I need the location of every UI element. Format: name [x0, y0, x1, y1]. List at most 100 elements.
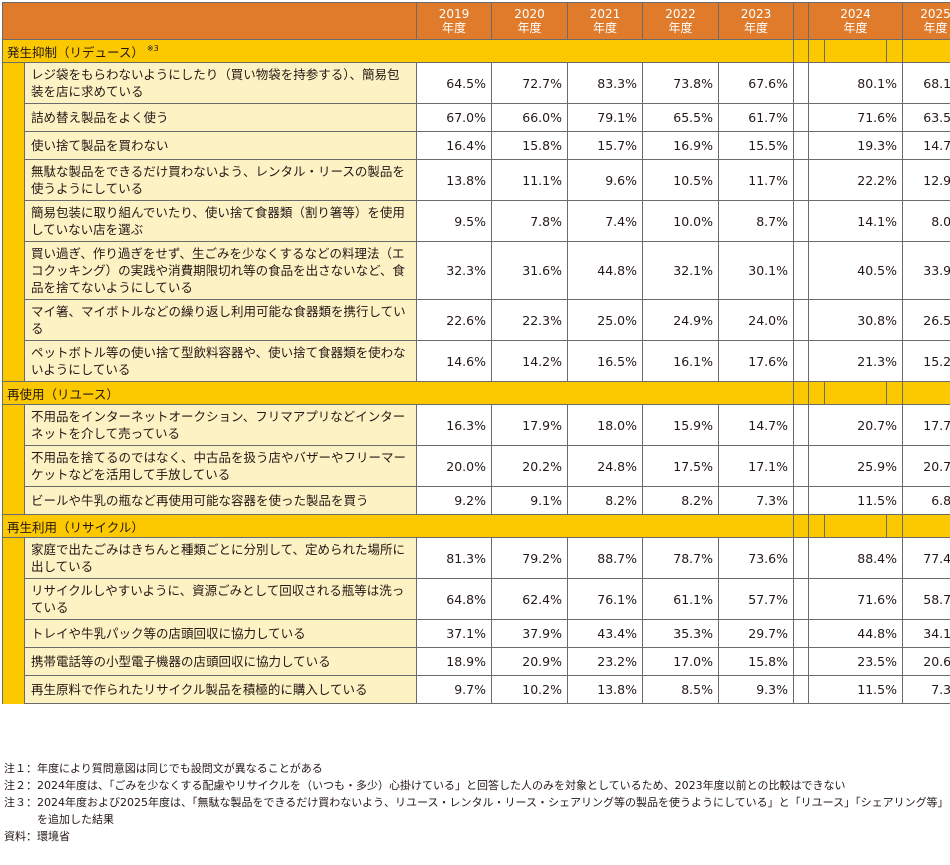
section-fill [808, 381, 825, 405]
section-fill [902, 514, 950, 538]
value-cell: 9.2% [416, 486, 492, 515]
value-cell: 29.7% [718, 619, 794, 648]
value-cell: 9.7% [416, 675, 492, 704]
row-indent [2, 675, 25, 704]
value-cell: 7.4% [567, 200, 643, 242]
table-row: 再生原料で作られたリサイクル製品を積極的に購入している 9.7% 10.2% 13.8… [2, 675, 950, 704]
value-cell: 22.6% [416, 299, 492, 341]
value-cell: 30.1% [718, 241, 794, 300]
section-fill [808, 39, 825, 63]
table-row: マイ箸、マイボトルなどの繰り返し利用可能な食器類を携行している 22.6% 22.3… [2, 299, 950, 341]
value-cell: 13.8% [416, 159, 492, 201]
value-cell: 16.9% [642, 131, 719, 160]
value-cell: 9.6% [567, 159, 643, 201]
value-cell: 20.9% [491, 647, 568, 676]
value-cell: 66.0% [491, 103, 568, 132]
value-cell: 81.3% [416, 537, 492, 579]
gap-cell [793, 103, 809, 132]
value-cell: 78.7% [642, 537, 719, 579]
value-cell: 15.5% [718, 131, 794, 160]
source-note: 資料： 環境省 [4, 828, 944, 845]
value-cell: 34.1% [902, 619, 950, 648]
row-indent [2, 340, 25, 382]
value-cell: 17.0% [642, 647, 719, 676]
value-cell: 17.6% [718, 340, 794, 382]
value-cell: 15.7% [567, 131, 643, 160]
gap-cell [793, 299, 809, 341]
value-cell: 14.1% [808, 200, 903, 242]
section-fill [824, 39, 887, 63]
value-cell: 64.8% [416, 578, 492, 620]
section-fill [886, 381, 903, 405]
row-indent [2, 159, 25, 201]
value-cell: 19.3% [808, 131, 903, 160]
value-cell: 18.9% [416, 647, 492, 676]
data-table: 2019 年度 2020 年度 2021 年度 2022 年度 2023 年度 2024 年… [2, 2, 950, 704]
value-cell: 61.7% [718, 103, 794, 132]
row-label: 家庭で出たごみはきちんと種類ごとに分別して、定められた場所に出している [24, 537, 417, 579]
section-fill [902, 39, 950, 63]
value-cell: 77.4% [902, 537, 950, 579]
table-row: レジ袋をもらわないようにしたり（買い物袋を持参する）、簡易包装を店に求めている 6… [2, 62, 950, 104]
section-fill [886, 39, 903, 63]
row-label: マイ箸、マイボトルなどの繰り返し利用可能な食器類を携行している [24, 299, 417, 341]
value-cell: 80.1% [808, 62, 903, 104]
table-row: トレイや牛乳パック等の店頭回収に協力している 37.1% 37.9% 43.4% 35.… [2, 619, 950, 648]
value-cell: 33.9% [902, 241, 950, 300]
value-cell: 68.1% [902, 62, 950, 104]
value-cell: 7.8% [491, 200, 568, 242]
row-label: ペットボトル等の使い捨て型飲料容器や、使い捨て食器類を使わないようにしている [24, 340, 417, 382]
value-cell: 22.3% [491, 299, 568, 341]
col-header-2022: 2022 年度 [642, 2, 719, 40]
footnotes: 注１： 年度により質問意図は同じでも設問文が異なることがある 注２： 2024年度は… [4, 760, 944, 845]
row-label: トレイや牛乳パック等の店頭回収に協力している [24, 619, 417, 648]
value-cell: 16.3% [416, 404, 492, 446]
value-cell: 10.0% [642, 200, 719, 242]
section-title-text: 再使用（リユース） [7, 386, 119, 402]
footnote-key: 資料： [4, 830, 37, 843]
section-row: 再生利用（リサイクル） [2, 514, 950, 538]
value-cell: 11.5% [808, 486, 903, 515]
row-indent [2, 131, 25, 160]
section-fill [824, 514, 887, 538]
value-cell: 14.2% [491, 340, 568, 382]
value-cell: 88.4% [808, 537, 903, 579]
col-header-2024: 2024 年度 [808, 2, 903, 40]
footnote-key: 注２： [4, 779, 37, 792]
table-row: 使い捨て製品を買わない 16.4% 15.8% 15.7% 16.9% 15.5% 19.3… [2, 131, 950, 160]
gap-cell [793, 537, 809, 579]
value-cell: 76.1% [567, 578, 643, 620]
row-label: 不用品を捨てるのではなく、中古品を扱う店やバザーやフリーマーケットなどを活用して… [24, 445, 417, 487]
gap-cell [793, 200, 809, 242]
value-cell: 21.3% [808, 340, 903, 382]
col-header-2020: 2020 年度 [491, 2, 568, 40]
gap-cell [793, 62, 809, 104]
value-cell: 67.6% [718, 62, 794, 104]
gap-cell [793, 159, 809, 201]
gap-cell [793, 675, 809, 704]
table-row: 不用品を捨てるのではなく、中古品を扱う店やバザーやフリーマーケットなどを活用して… [2, 445, 950, 487]
value-cell: 16.4% [416, 131, 492, 160]
table-row: 詰め替え製品をよく使う 67.0% 66.0% 79.1% 65.5% 61.7% 71.6… [2, 103, 950, 132]
section-fill [886, 514, 903, 538]
value-cell: 14.6% [416, 340, 492, 382]
table-row: ビールや牛乳の瓶など再使用可能な容器を使った製品を買う 9.2% 9.1% 8.2% 8… [2, 486, 950, 515]
section-title-text: 再生利用（リサイクル） [7, 519, 144, 535]
value-cell: 7.3% [902, 675, 950, 704]
value-cell: 61.1% [642, 578, 719, 620]
value-cell: 62.4% [491, 578, 568, 620]
footnote-key: 注１： [4, 762, 37, 775]
footnote-text: 2024年度および2025年度は、「無駄な製品をできるだけ買わないよう、リユース… [37, 796, 944, 826]
row-indent [2, 103, 25, 132]
section-fill [793, 514, 809, 538]
footnote-text: 環境省 [37, 830, 70, 843]
footnote-ref: ※3 [146, 44, 159, 54]
value-cell: 9.1% [491, 486, 568, 515]
value-cell: 37.1% [416, 619, 492, 648]
value-cell: 58.7% [902, 578, 950, 620]
value-cell: 88.7% [567, 537, 643, 579]
value-cell: 25.9% [808, 445, 903, 487]
value-cell: 9.5% [416, 200, 492, 242]
value-cell: 44.8% [567, 241, 643, 300]
gap-cell [793, 619, 809, 648]
